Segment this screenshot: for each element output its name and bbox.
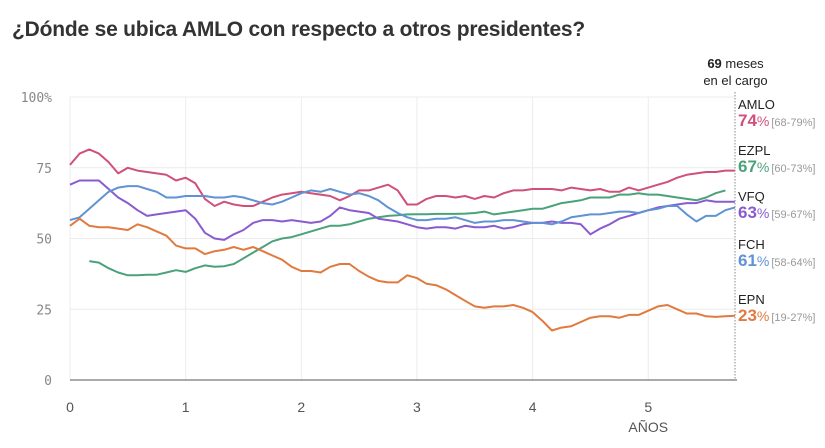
x-tick-label: 1 <box>182 399 190 415</box>
series-line-vfq <box>69 179 735 241</box>
months-subtitle: en el cargo <box>703 73 768 88</box>
legend-item-amlo: AMLO 74% [68-79%] <box>738 97 815 131</box>
legend-percent-sign: % <box>756 205 770 221</box>
gridlines <box>69 96 735 380</box>
series-line-amlo <box>69 148 735 207</box>
x-tick-label: 5 <box>644 399 652 415</box>
legend-value: 63 <box>738 203 757 222</box>
legend-percent-sign: % <box>756 253 770 269</box>
series-line-ezpl <box>89 189 726 277</box>
legend-item-fch: FCH 61% [58-64%] <box>738 237 815 271</box>
legend-percent-sign: % <box>756 159 770 175</box>
legend-value: 67 <box>738 157 757 176</box>
x-tick-label: 2 <box>297 399 305 415</box>
legend-value: 23 <box>738 306 757 325</box>
legend-item-vfq: VFQ 63% [59-67%] <box>738 189 815 223</box>
x-axis: 0 1 2 3 4 5 <box>66 399 652 415</box>
legend-range: [59-67%] <box>771 209 816 221</box>
series-line-fch <box>69 185 736 226</box>
series-lines <box>69 148 736 332</box>
months-in-office-note: 69 meses en el cargo <box>688 55 783 89</box>
legend-name: EZPL <box>738 143 771 158</box>
x-tick-label: 3 <box>413 399 421 415</box>
legend-name: FCH <box>738 237 765 252</box>
y-tick-label: 25 <box>36 303 52 318</box>
x-tick-label: 0 <box>66 399 74 415</box>
chart-title: ¿Dónde se ubica AMLO con respecto a otro… <box>12 18 586 41</box>
legend-item-epn: EPN 23% [19-27%] <box>738 292 815 326</box>
legend-range: [68-79%] <box>771 117 816 129</box>
x-tick-label: 4 <box>529 399 537 415</box>
legend-range: [60-73%] <box>771 163 816 175</box>
y-tick-label: 75 <box>36 162 52 177</box>
months-unit: meses <box>721 56 764 71</box>
legend-name: AMLO <box>738 97 775 112</box>
legend-percent-sign: % <box>756 308 770 324</box>
y-axis: 0 25 50 75 100% <box>21 91 52 389</box>
legend-range: [58-64%] <box>771 257 816 269</box>
series-line-epn <box>69 217 736 332</box>
legend-value: 61 <box>738 251 757 270</box>
legend-item-ezpl: EZPL 67% [60-73%] <box>738 143 815 177</box>
y-tick-label: 50 <box>36 233 52 248</box>
x-axis-label: AÑOS <box>628 419 668 435</box>
legend-name: EPN <box>738 292 765 307</box>
legend-percent-sign: % <box>756 113 770 129</box>
legend-value: 74 <box>738 111 757 130</box>
months-count: 69 <box>707 56 722 71</box>
legend-name: VFQ <box>738 189 765 204</box>
legend-range: [19-27%] <box>771 312 816 324</box>
y-tick-label: 100% <box>21 91 52 106</box>
y-tick-label: 0 <box>44 374 52 389</box>
